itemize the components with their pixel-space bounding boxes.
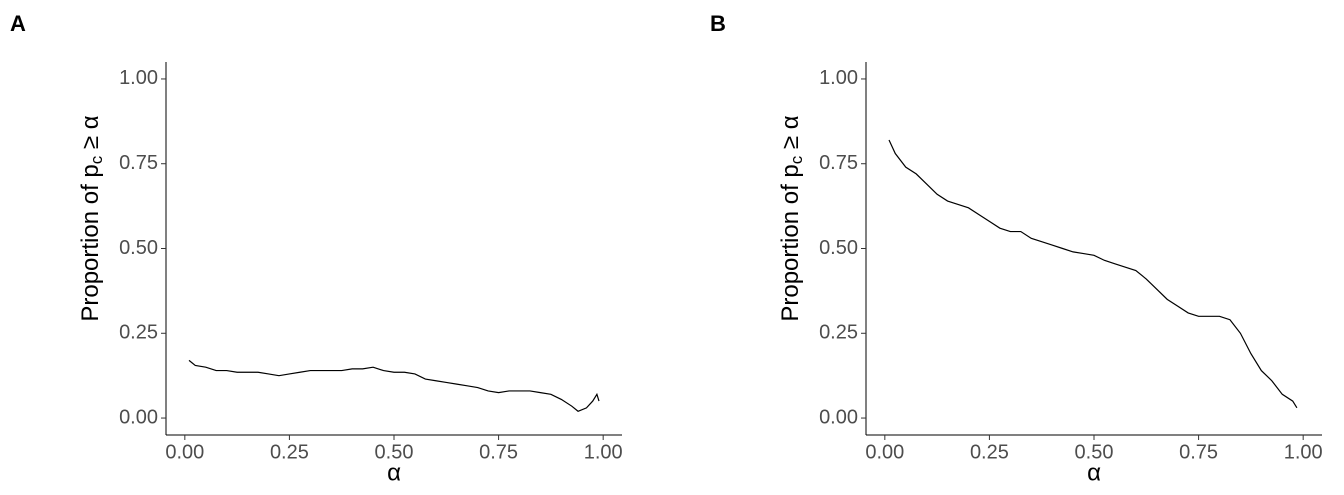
data-line bbox=[888, 139, 1298, 409]
y-axis-label-part: Proportion of p bbox=[777, 164, 804, 321]
y-axis-label-part: Proportion of p bbox=[77, 164, 104, 321]
x-tick-label: 0.75 bbox=[1179, 441, 1218, 463]
y-tick-label: 1.00 bbox=[819, 67, 858, 89]
x-tick-label: 1.00 bbox=[1284, 441, 1323, 463]
panel: A 0.00 0.25 0.50 0.75 1.00 0.00 0.25 0.50 0.75 1.0… bbox=[10, 11, 623, 487]
x-axis-label: α bbox=[1087, 459, 1101, 486]
x-tick-label: 1.00 bbox=[584, 441, 623, 463]
x-tick-label: 0.50 bbox=[1075, 441, 1114, 463]
data-line bbox=[188, 359, 600, 412]
y-axis-label-part: ≥ α bbox=[777, 115, 804, 156]
x-axis-label: α bbox=[387, 459, 401, 486]
y-tick-label: 0.25 bbox=[119, 322, 158, 344]
x-tick-label: 0.50 bbox=[375, 441, 414, 463]
x-tick-label: 0.00 bbox=[165, 441, 204, 463]
y-axis-label: Proportion of pc ≥ α bbox=[777, 115, 806, 321]
x-tick-label: 0.25 bbox=[270, 441, 309, 463]
y-tick-label: 0.50 bbox=[819, 237, 858, 259]
y-axis-label-part: ≥ α bbox=[77, 115, 104, 156]
y-tick-label: 0.00 bbox=[819, 406, 858, 428]
panel: B 0.00 0.25 0.50 0.75 1.00 0.00 0.25 0.50 0.75 1.0… bbox=[710, 11, 1323, 487]
y-tick-label: 0.75 bbox=[819, 152, 858, 174]
y-axis-label: Proportion of pc ≥ α bbox=[77, 115, 106, 321]
y-tick-label: 0.00 bbox=[119, 406, 158, 428]
x-tick-label: 0.25 bbox=[970, 441, 1009, 463]
y-axis-label-part: c bbox=[787, 155, 806, 164]
y-tick-label: 1.00 bbox=[119, 67, 158, 89]
y-tick-label: 0.75 bbox=[119, 152, 158, 174]
y-axis-label-part: c bbox=[87, 155, 106, 164]
x-tick-label: 0.00 bbox=[865, 441, 904, 463]
y-tick-label: 0.25 bbox=[819, 322, 858, 344]
panel-label: A bbox=[10, 11, 26, 36]
x-tick-label: 0.75 bbox=[479, 441, 518, 463]
y-tick-label: 0.50 bbox=[119, 237, 158, 259]
panel-label: B bbox=[710, 11, 726, 36]
